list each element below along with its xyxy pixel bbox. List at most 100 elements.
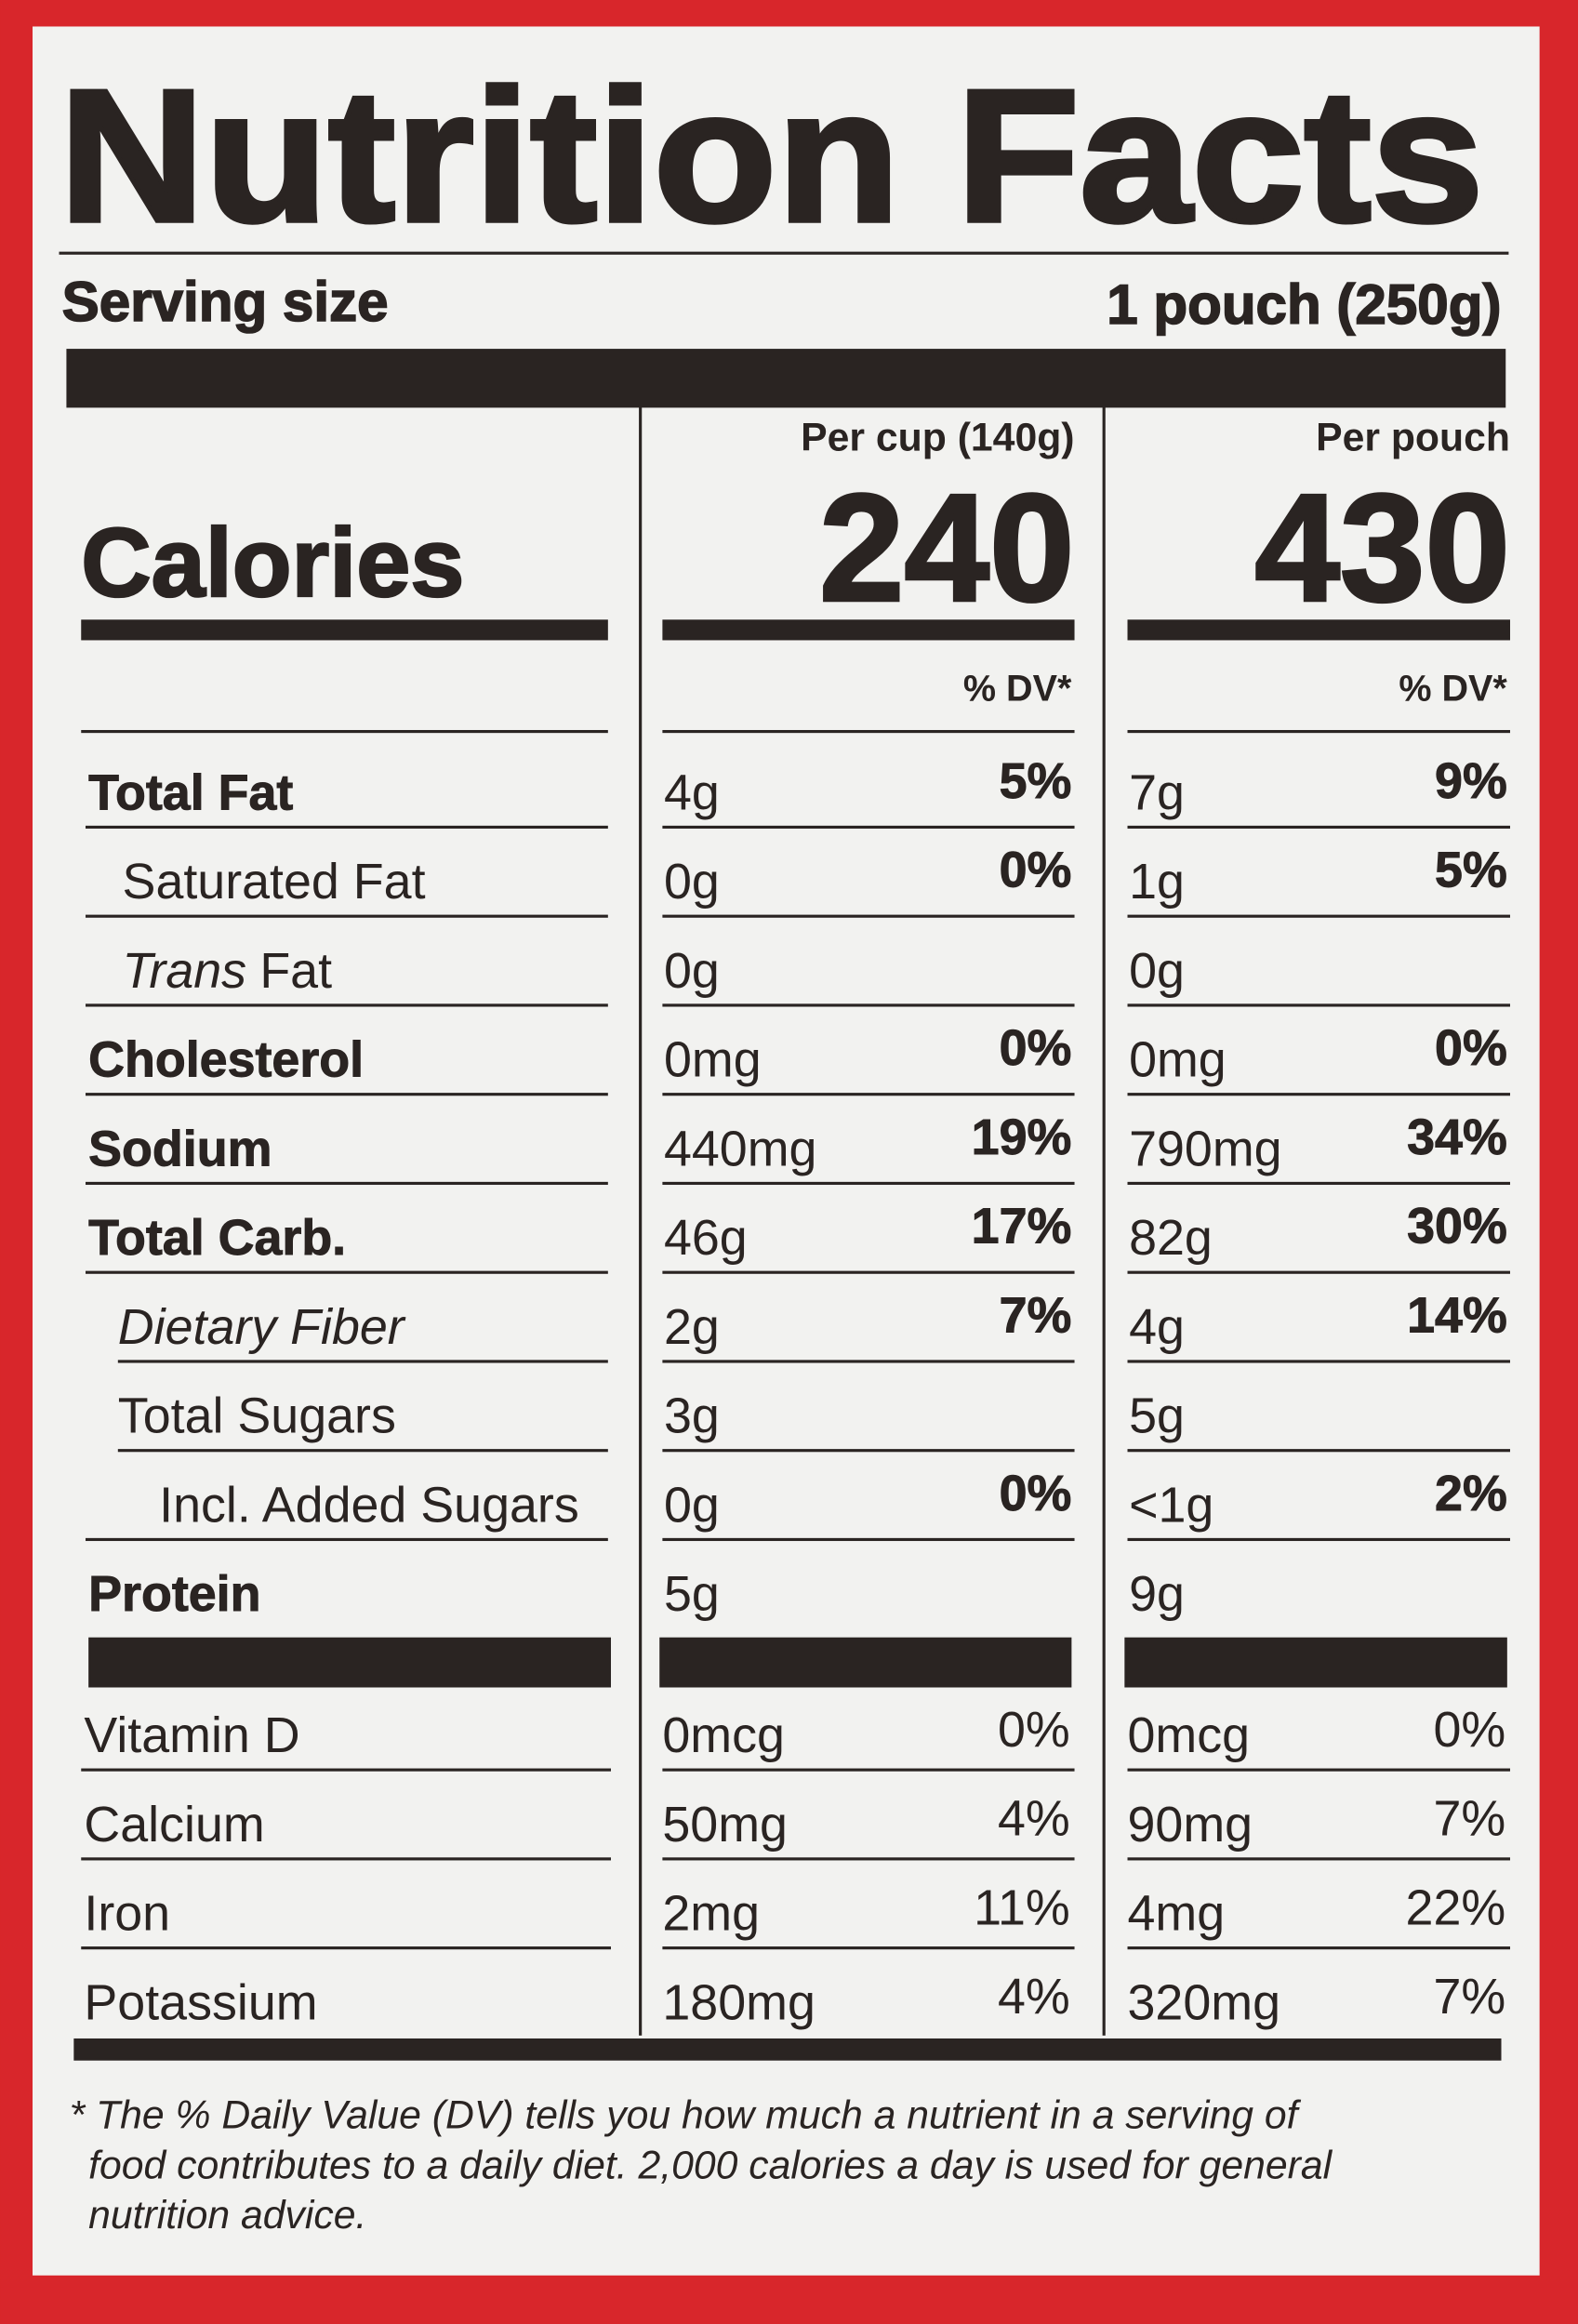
daily-value: 0% xyxy=(1433,1702,1505,1758)
serving-value: 1 pouch (250g) xyxy=(1107,273,1501,336)
amount: 50mg xyxy=(662,1797,788,1853)
rule xyxy=(81,1857,611,1861)
thick-bar xyxy=(73,2038,1502,2061)
daily-value: 19% xyxy=(972,1109,1072,1165)
nutrient-name: Sodium xyxy=(88,1121,272,1176)
rule xyxy=(59,251,1509,255)
rule xyxy=(85,1093,608,1096)
dv-header: % DV* xyxy=(1399,668,1507,709)
rule xyxy=(1127,1003,1510,1007)
amount: 5g xyxy=(1129,1388,1185,1444)
dv-header: % DV* xyxy=(963,668,1072,709)
rule xyxy=(1127,729,1510,734)
serving-label: Serving size xyxy=(62,271,389,333)
daily-value: 14% xyxy=(1407,1287,1507,1343)
amount: 5g xyxy=(664,1566,720,1622)
rule xyxy=(85,914,608,918)
amount: 90mg xyxy=(1128,1797,1253,1853)
rule xyxy=(662,1768,1075,1772)
rule xyxy=(81,1946,611,1950)
amount: 0g xyxy=(664,943,720,999)
nutrient-name: Sodium xyxy=(88,1121,272,1176)
amount: 9g xyxy=(1129,1566,1185,1622)
amount: 180mg xyxy=(662,1974,816,2030)
rule xyxy=(662,914,1075,918)
amount: 4g xyxy=(1129,1299,1185,1355)
daily-value: 7% xyxy=(1433,1791,1505,1847)
daily-value: 5% xyxy=(1000,753,1072,809)
amount: 7g xyxy=(1129,764,1185,820)
rule xyxy=(659,1637,1072,1688)
nutrient-name: Trans Fat xyxy=(123,943,333,999)
vitamin-name: Potassium xyxy=(84,1974,317,2030)
daily-value: 7% xyxy=(1000,1287,1072,1343)
rule xyxy=(1127,1270,1510,1274)
nutrient-name-italic: Trans xyxy=(123,943,247,999)
amount: 790mg xyxy=(1129,1121,1281,1176)
rule xyxy=(662,729,1075,734)
daily-value: 7% xyxy=(1433,1969,1505,2025)
footnote: * The % Daily Value (DV) tells you how m… xyxy=(70,2093,1302,2138)
rule xyxy=(85,1181,608,1186)
rule xyxy=(662,1270,1075,1274)
rule xyxy=(81,729,608,734)
calories-value: 430 xyxy=(1254,462,1510,633)
rule xyxy=(1127,825,1510,830)
column-header: Per pouch xyxy=(1316,415,1510,459)
amount: 440mg xyxy=(664,1121,817,1176)
rule xyxy=(1127,1946,1510,1950)
calories-label: Calories xyxy=(81,509,464,618)
amount: 4mg xyxy=(1128,1886,1226,1942)
rule xyxy=(1127,1093,1510,1096)
rule xyxy=(85,1270,608,1274)
nutrient-name: Cholesterol xyxy=(88,1032,364,1088)
nutrient-name: Total Sugars xyxy=(118,1388,396,1444)
bar xyxy=(81,619,608,641)
amount: 2mg xyxy=(662,1886,760,1942)
amount: 320mg xyxy=(1128,1974,1280,2030)
nutrient-name: Dietary Fiber xyxy=(118,1299,406,1355)
rule xyxy=(662,1360,1075,1363)
rule xyxy=(85,1537,608,1542)
daily-value: 4% xyxy=(998,1969,1070,2025)
rule xyxy=(1127,1857,1510,1861)
rule xyxy=(85,825,608,830)
amount: 0g xyxy=(664,854,720,910)
nutrient-name: Saturated Fat xyxy=(123,854,426,910)
amount: 46g xyxy=(664,1210,748,1266)
thick-bar xyxy=(66,349,1506,408)
calories-value: 240 xyxy=(819,462,1075,633)
amount: 0g xyxy=(664,1477,720,1533)
vitamin-name: Vitamin D xyxy=(84,1707,299,1763)
rule xyxy=(1127,1360,1510,1363)
rule xyxy=(1127,1449,1510,1453)
rule xyxy=(117,1360,608,1363)
rule xyxy=(662,825,1075,830)
nutrient-name: Total Fat xyxy=(88,764,293,820)
rule xyxy=(1127,1181,1510,1186)
daily-value: 30% xyxy=(1407,1199,1507,1255)
daily-value: 0% xyxy=(1435,1020,1507,1076)
daily-value: 4% xyxy=(998,1791,1070,1847)
rule xyxy=(662,1181,1075,1186)
daily-value: 2% xyxy=(1435,1466,1507,1521)
nutrient-name: Total Fat xyxy=(88,764,293,820)
rule xyxy=(1127,1537,1510,1542)
daily-value: 0% xyxy=(998,1702,1070,1758)
column-divider xyxy=(1102,405,1106,2036)
rule xyxy=(88,1637,611,1688)
rule xyxy=(662,1003,1075,1007)
nutrient-name: Incl. Added Sugars xyxy=(159,1477,579,1533)
column-header: Per cup (140g) xyxy=(801,415,1074,459)
daily-value: 0% xyxy=(1000,1020,1072,1076)
amount: 1g xyxy=(1129,854,1185,910)
amount: 0g xyxy=(1129,943,1185,999)
amount: 2g xyxy=(664,1299,720,1355)
nutrient-name: Saturated Fat xyxy=(123,854,426,910)
rule xyxy=(662,1857,1075,1861)
nutrient-name: Incl. Added Sugars xyxy=(159,1477,579,1533)
footnote: nutrition advice. xyxy=(88,2193,366,2238)
daily-value: 9% xyxy=(1435,753,1507,809)
daily-value: 11% xyxy=(974,1879,1070,1935)
nutrient-name: Dietary Fiber xyxy=(118,1299,406,1355)
